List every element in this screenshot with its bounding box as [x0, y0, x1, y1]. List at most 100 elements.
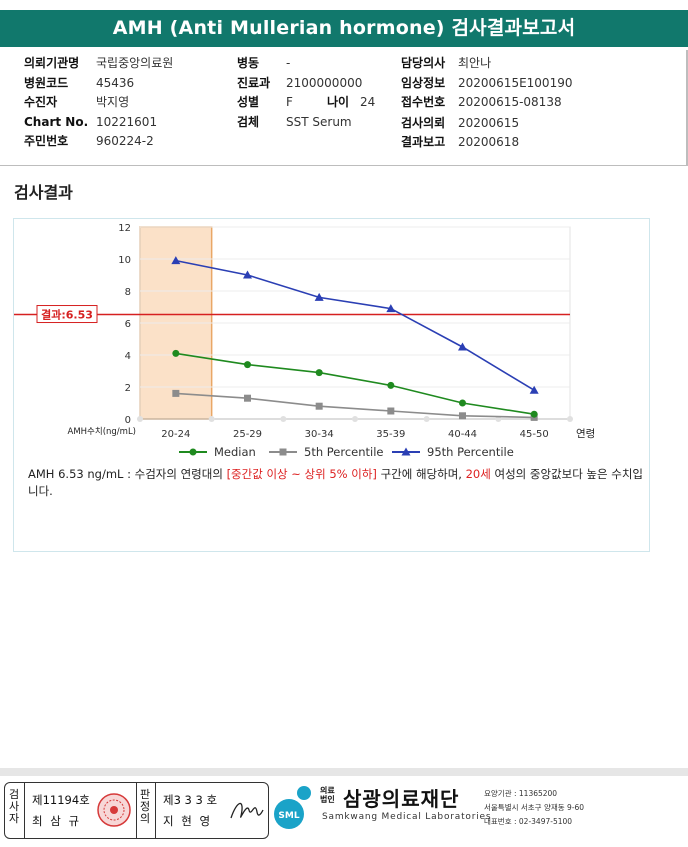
info-value: 20200615	[458, 116, 520, 130]
y-tick-label: 12	[118, 223, 131, 234]
note-text: AMH 6.53 ng/mL : 수검자의 연령대의	[28, 467, 227, 481]
checker-label: 검사자	[8, 788, 20, 825]
signature-box: 검사자 제11194호 최 삼 규 판정의 제3 3 3 호 지 현 영	[4, 782, 269, 839]
result-label-box	[36, 305, 98, 324]
info-value: SST Serum	[286, 115, 352, 129]
data-point	[172, 349, 180, 357]
data-point	[244, 394, 251, 402]
x-tick-label: 20-24	[161, 429, 190, 440]
info-value: 20200618	[458, 135, 520, 149]
official-seal-icon	[97, 793, 131, 827]
legend-label: 95th Percentile	[427, 445, 514, 459]
divider	[24, 783, 25, 838]
legend-marker	[401, 447, 411, 456]
note-text: 여성의 중앙값보다 높은 수치입니다.	[28, 467, 643, 498]
info-value: 최안나	[458, 56, 492, 70]
y-tick-label: 8	[125, 287, 131, 298]
series-line	[175, 392, 535, 419]
info-label: 진료과	[237, 76, 271, 90]
info-label: 담당의사	[401, 56, 446, 70]
legend-label: Median	[214, 445, 256, 459]
x-tick-label: 25-29	[233, 429, 262, 440]
data-point	[172, 389, 180, 397]
series-line	[175, 259, 535, 391]
info-label: 접수번호	[401, 95, 446, 109]
info-value: 960224-2	[96, 134, 154, 148]
sml-logo-icon: SML	[274, 786, 311, 829]
judge-name: 지 현 영	[163, 814, 213, 828]
age-value: 24	[360, 95, 376, 109]
info-label: 검체	[237, 115, 260, 129]
info-label: 주민번호	[24, 134, 69, 148]
data-point	[459, 399, 466, 407]
data-point	[386, 304, 396, 313]
data-point	[529, 385, 539, 394]
data-point	[314, 292, 324, 301]
series-line	[175, 352, 535, 415]
footer-divider	[0, 768, 688, 776]
note-range-highlight: [중간값 이상 ~ 상위 5% 이하]	[226, 467, 377, 481]
info-label: 병원코드	[24, 76, 69, 90]
x-axis-dot	[280, 416, 287, 422]
report-title: AMH (Anti Mullerian hormone) 검사결과보고서	[0, 10, 688, 47]
x-axis-dot	[423, 416, 430, 422]
logo-text: SML	[278, 811, 299, 821]
divider	[155, 783, 156, 838]
data-point	[387, 381, 395, 389]
x-axis-dot	[137, 416, 143, 422]
y-tick-label: 4	[125, 351, 131, 362]
org-prefix: 의료 법인	[320, 786, 335, 804]
result-panel: 0 2 4 6 8 10 12 20-24 25-29 30-34 35-39 40-44 45-50 연…	[13, 218, 650, 552]
info-value: -	[286, 56, 291, 70]
legend-marker	[189, 448, 197, 456]
data-point	[243, 270, 252, 279]
info-value: 2100000000	[286, 76, 363, 90]
info-label: 임상정보	[401, 76, 446, 90]
right-edge-line	[686, 50, 688, 166]
info-value: 20200615-08138	[458, 95, 562, 109]
section-title: 검사결과	[14, 183, 73, 202]
data-point	[244, 361, 251, 369]
org-english: Samkwang Medical Laboratories	[322, 812, 492, 822]
info-label: 수진자	[24, 95, 58, 109]
x-axis-dot	[352, 416, 358, 422]
legend-marker	[279, 448, 287, 456]
handwritten-signature-icon	[230, 802, 264, 819]
y-tick-label: 2	[125, 383, 131, 394]
x-tick-label: 40-44	[448, 429, 477, 440]
checker-name: 최 삼 규	[32, 814, 82, 828]
x-axis-dot	[208, 416, 215, 422]
org-code: 요양기관 : 11365200	[484, 789, 558, 798]
amh-chart: 0 2 4 6 8 10 12 20-24 25-29 30-34 35-39 40-44 45-50 연…	[14, 223, 595, 459]
info-label: 병동	[237, 56, 260, 70]
info-label: 의뢰기관명	[24, 56, 80, 70]
note-age-highlight: 20세	[465, 467, 491, 481]
y-tick-label: 6	[125, 319, 131, 330]
info-value: F	[286, 95, 293, 109]
data-point	[459, 412, 466, 420]
result-note: AMH 6.53 ng/mL : 수검자의 연령대의 [중간값 이상 ~ 상위 …	[28, 466, 646, 500]
data-point	[387, 407, 395, 415]
y-axis-label: AMH수치(ng/mL)	[68, 427, 136, 437]
judge-license: 제3 3 3 호	[163, 793, 218, 807]
info-label: 검사의뢰	[401, 116, 446, 130]
x-axis-suffix: 연령	[576, 428, 595, 440]
x-tick-label: 30-34	[305, 429, 334, 440]
info-value: 20200615E100190	[458, 76, 573, 90]
info-value: 10221601	[96, 115, 158, 129]
y-tick-label: 10	[118, 255, 131, 266]
legend-label: 5th Percentile	[304, 445, 384, 459]
x-axis-dot	[495, 416, 502, 422]
org-name: 삼광의료재단	[343, 787, 460, 811]
judge-label: 판정의	[139, 788, 151, 825]
info-value: 박지영	[96, 95, 130, 109]
info-value: 45436	[96, 76, 135, 90]
data-point	[315, 402, 323, 410]
result-label: 결과:6.53	[41, 308, 93, 322]
divider	[136, 783, 137, 838]
y-tick-label: 0	[125, 415, 131, 426]
age-label: 나이	[327, 95, 350, 109]
data-point	[458, 342, 467, 351]
x-axis-dot	[567, 416, 573, 422]
header-divider	[0, 165, 688, 166]
